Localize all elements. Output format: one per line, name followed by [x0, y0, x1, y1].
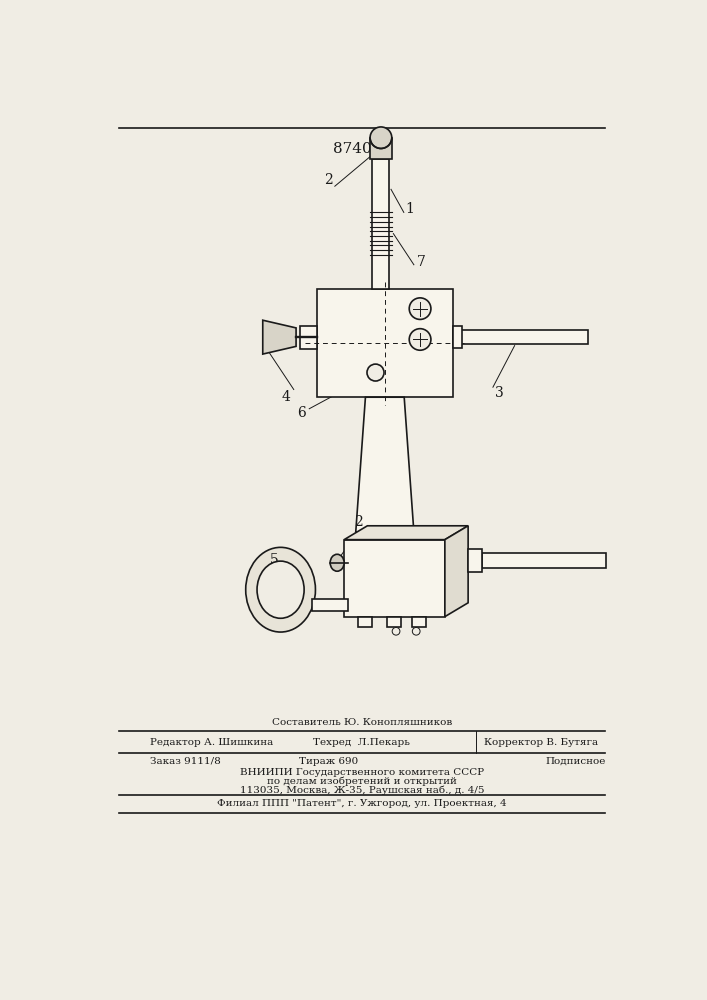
Bar — [312, 599, 348, 611]
Text: Редактор А. Шишкина: Редактор А. Шишкина — [151, 738, 274, 747]
Text: 6: 6 — [297, 406, 306, 420]
Circle shape — [370, 127, 392, 148]
Bar — [370, 138, 392, 158]
Circle shape — [409, 329, 431, 350]
Bar — [317, 289, 452, 397]
Circle shape — [392, 627, 400, 635]
Text: Заказ 9111/8: Заказ 9111/8 — [151, 757, 221, 766]
Bar — [387, 617, 401, 627]
Bar — [452, 330, 588, 344]
Text: 4: 4 — [281, 390, 291, 404]
Polygon shape — [263, 320, 296, 354]
Bar — [300, 326, 317, 349]
Text: 7: 7 — [417, 255, 426, 269]
Bar — [452, 326, 462, 348]
Bar — [412, 617, 426, 627]
Text: 2: 2 — [354, 515, 363, 529]
Ellipse shape — [246, 547, 315, 632]
Bar — [358, 617, 372, 627]
Text: Техред  Л.Пекарь: Техред Л.Пекарь — [313, 738, 410, 747]
Circle shape — [367, 364, 384, 381]
Circle shape — [412, 627, 420, 635]
Text: 113035, Москва, Ж-35, Раушская наб., д. 4/5: 113035, Москва, Ж-35, Раушская наб., д. … — [240, 785, 484, 795]
Bar — [482, 553, 606, 568]
Bar — [468, 549, 482, 572]
Text: по делам изобретений и открытий: по делам изобретений и открытий — [267, 777, 457, 786]
Text: 1: 1 — [406, 202, 414, 216]
Bar — [373, 158, 390, 289]
Text: 874057: 874057 — [333, 142, 391, 156]
Text: Составитель Ю. Конопляшников: Составитель Ю. Конопляшников — [271, 718, 452, 727]
Polygon shape — [445, 526, 468, 617]
Text: 2: 2 — [325, 173, 333, 187]
Text: 3: 3 — [495, 386, 503, 400]
Circle shape — [409, 298, 431, 319]
Bar — [344, 540, 445, 617]
Text: Корректор В. Бутяга: Корректор В. Бутяга — [484, 738, 597, 747]
Text: Филиал ППП "Патент", г. Ужгород, ул. Проектная, 4: Филиал ППП "Патент", г. Ужгород, ул. Про… — [217, 799, 507, 808]
Ellipse shape — [330, 554, 344, 571]
Polygon shape — [344, 526, 468, 540]
Polygon shape — [356, 397, 414, 532]
Ellipse shape — [257, 561, 304, 618]
Text: 5: 5 — [270, 553, 279, 567]
Text: Тираж 690: Тираж 690 — [299, 757, 358, 766]
Text: Подписное: Подписное — [546, 757, 606, 766]
Text: ВНИИПИ Государственного комитета СССР: ВНИИПИ Государственного комитета СССР — [240, 768, 484, 777]
